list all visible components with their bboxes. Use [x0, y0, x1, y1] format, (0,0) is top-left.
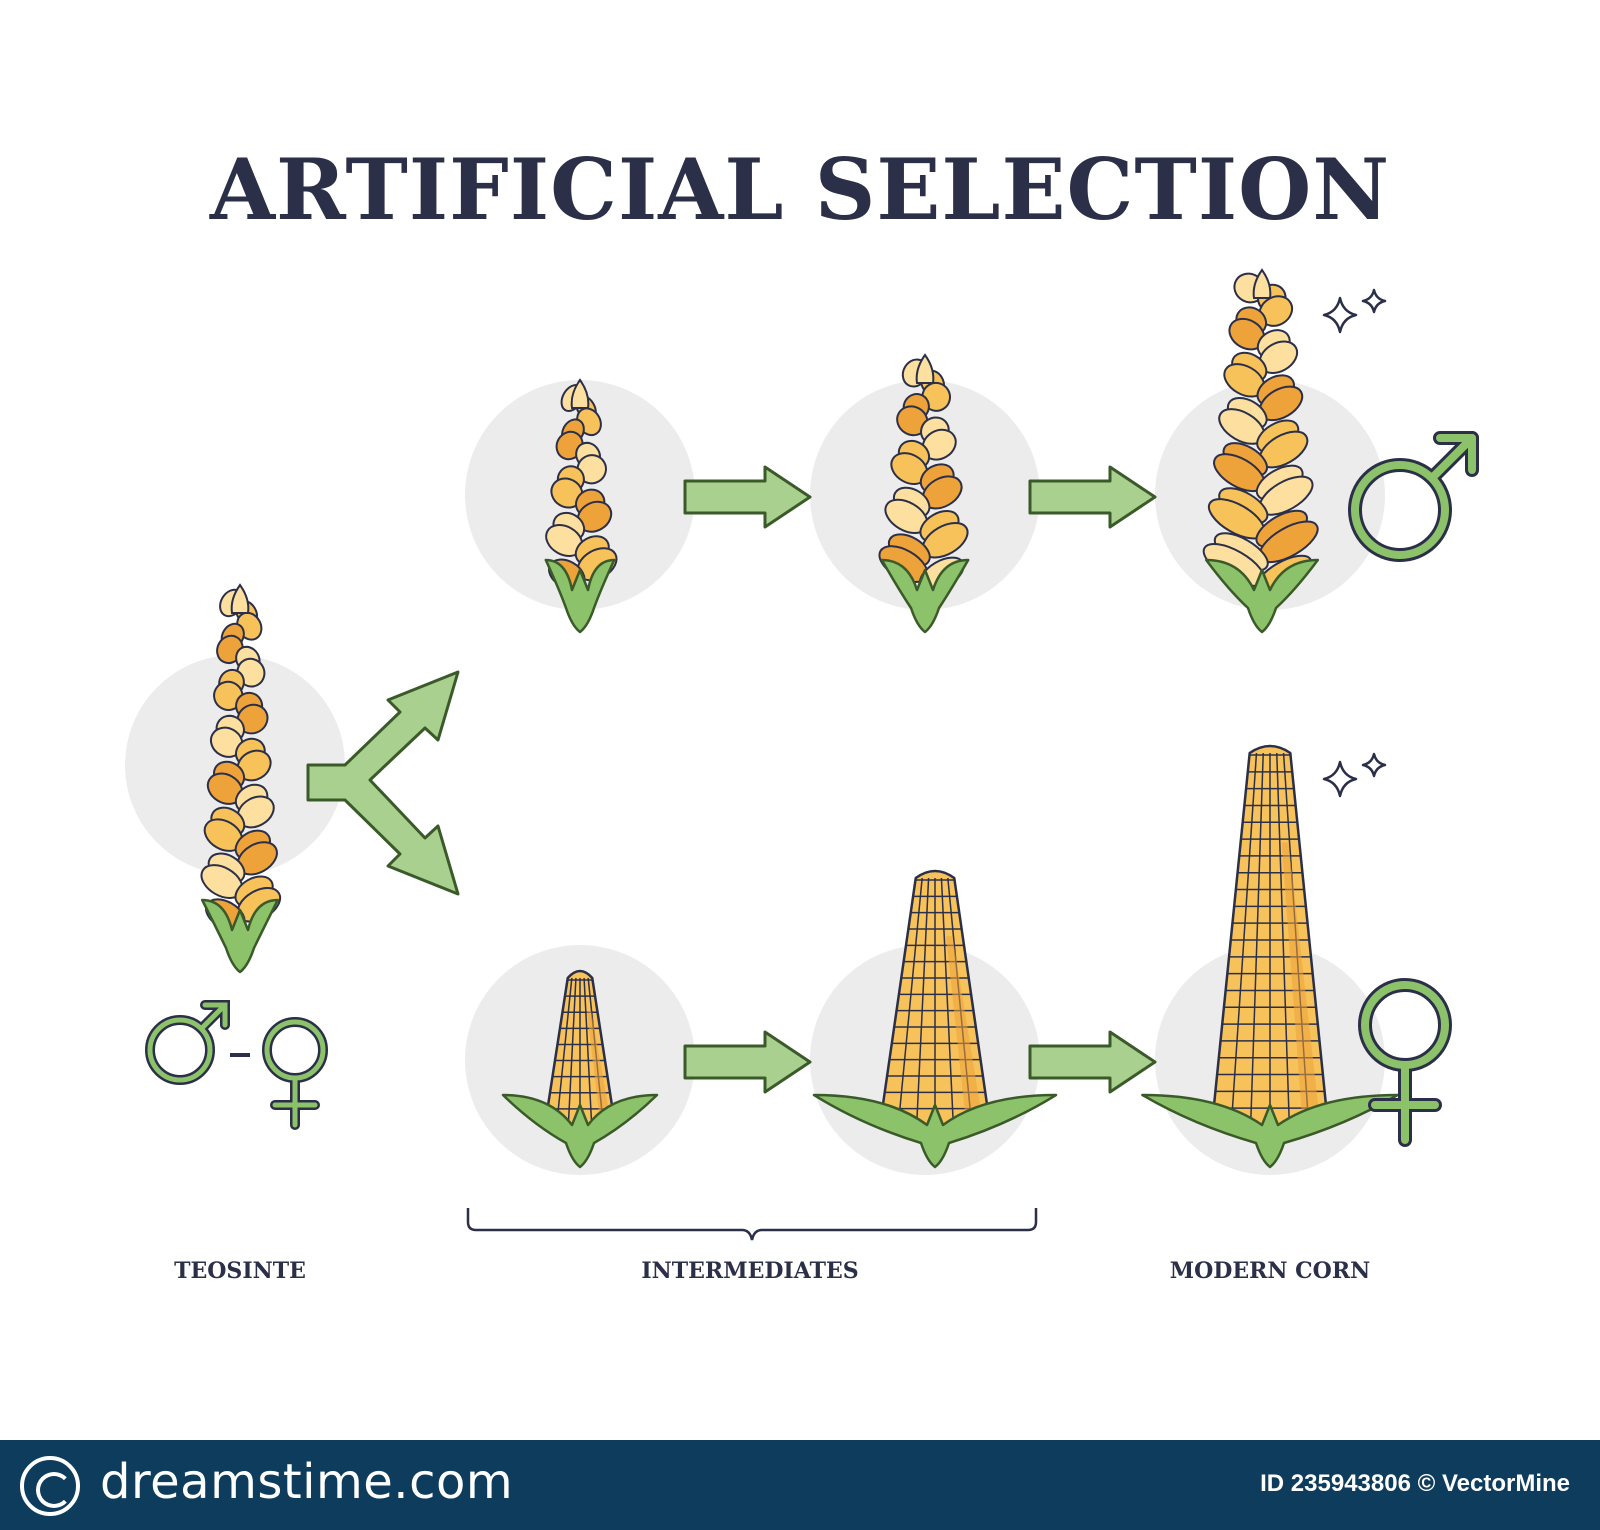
sparkle-icon	[1322, 752, 1387, 798]
footer-id: ID 235943806 © VectorMine	[1260, 1470, 1570, 1497]
label-teosinte: TEOSINTE	[174, 1258, 306, 1284]
footer-brand: dreamstime.com	[100, 1454, 514, 1510]
male-symbol-icon	[147, 1002, 228, 1083]
husk-leaves	[1141, 1093, 1399, 1169]
female-symbol-icon	[264, 1019, 326, 1128]
arrow-icon	[1028, 1030, 1157, 1094]
label-modern-corn: MODERN CORN	[1169, 1258, 1371, 1284]
dreamstime-logo-icon	[20, 1456, 80, 1516]
progression-arrows	[683, 465, 1157, 1094]
footer-bar: dreamstime.com ID 235943806 © VectorMine	[0, 1440, 1600, 1530]
husk-leaves	[200, 898, 280, 974]
intermediate-cob-1	[501, 969, 659, 1169]
diagram-artwork	[125, 268, 1479, 1241]
arrow-icon	[1028, 465, 1157, 529]
intermediate-spike-1	[544, 378, 618, 634]
teosinte-plant	[200, 583, 282, 974]
husk-leaves	[544, 558, 616, 634]
arrow-icon	[683, 1030, 812, 1094]
modern-cob	[1141, 744, 1399, 1169]
plants	[200, 268, 1399, 1169]
sparkle-icon	[1322, 288, 1387, 334]
split-arrow-icon	[306, 670, 460, 896]
arrow-icon	[683, 465, 812, 529]
husk-leaves	[880, 558, 970, 634]
label-intermediates: INTERMEDIATES	[641, 1258, 859, 1284]
brace-icon	[466, 1208, 1038, 1241]
male-symbol-icon	[1351, 434, 1476, 559]
diagram: ARTIFICIAL SELECTION	[125, 140, 1479, 1284]
husk-leaves	[1204, 558, 1320, 634]
intermediate-cob-2	[812, 869, 1058, 1169]
intermediate-spike-2	[878, 353, 970, 634]
female-symbol-icon	[1361, 981, 1449, 1144]
modern-spike	[1202, 268, 1320, 634]
husk-leaves	[501, 1093, 659, 1169]
husk-leaves	[812, 1093, 1058, 1169]
page-title: ARTIFICIAL SELECTION	[209, 140, 1391, 239]
